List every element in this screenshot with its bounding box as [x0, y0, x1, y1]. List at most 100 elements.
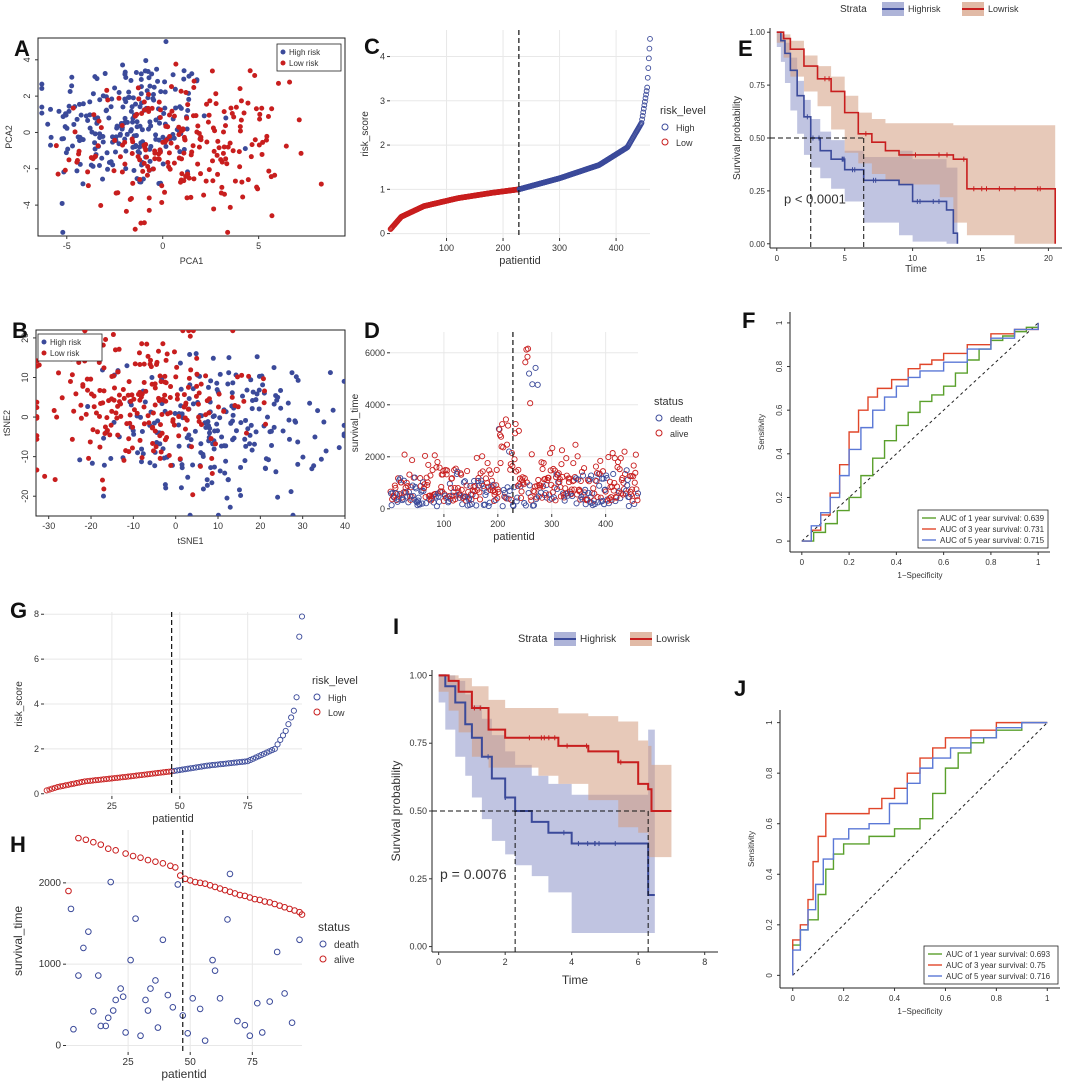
data-point-low [171, 113, 177, 119]
data-point-high [181, 146, 187, 152]
y-tick-label: 0.6 [765, 818, 774, 830]
data-point-high [207, 426, 213, 432]
x-tick-label: 75 [243, 801, 253, 811]
data-point-high [108, 159, 114, 165]
legend: High risk Low risk [37, 333, 103, 362]
y-tick-label: 0.75 [749, 81, 765, 90]
data-point-alive [517, 494, 525, 501]
data-point-low [178, 177, 184, 183]
data-point-low [145, 353, 151, 359]
data-point-death [388, 502, 395, 509]
data-point-death [603, 475, 610, 482]
data-point-high [639, 113, 646, 119]
data-point-low [145, 105, 151, 111]
x-tick-label: 0 [160, 241, 165, 251]
data-point-high [295, 439, 301, 445]
panel-label-I: I [393, 614, 399, 639]
data-point-high [139, 127, 145, 133]
data-point-low [78, 415, 84, 421]
data-point-low [109, 373, 115, 379]
data-point-low [168, 84, 174, 90]
data-point-alive [496, 426, 503, 433]
data-point-death [550, 494, 557, 501]
data-point-high [186, 73, 192, 79]
data-point-low [126, 449, 132, 455]
data-point-low [174, 364, 180, 370]
data-point-high [147, 119, 153, 125]
data-point-low [222, 123, 228, 129]
p-value-annotation: p < 0.0001 [784, 192, 846, 207]
data-point-high [74, 116, 80, 122]
x-tick-label: 200 [490, 519, 505, 529]
data-point-high [184, 126, 190, 132]
data-point-low [87, 439, 93, 445]
data-point-high [122, 71, 128, 77]
x-tick-label: 5 [256, 241, 261, 251]
data-point-death [67, 905, 75, 913]
data-point-low [59, 395, 65, 401]
x-tick-label: 20 [255, 521, 265, 531]
data-point-low [122, 161, 128, 167]
data-point-high [140, 176, 146, 182]
x-tick-label: 10 [213, 521, 223, 531]
data-point-alive [484, 460, 491, 467]
data-point-high [179, 462, 185, 468]
data-point-high [62, 124, 68, 130]
data-point-death [513, 498, 520, 505]
x-axis-label: PCA1 [180, 256, 204, 266]
data-point-high [226, 370, 232, 376]
data-point-low [183, 89, 189, 95]
legend-item: AUC of 1 year survival: 0.639 [940, 514, 1045, 523]
data-point-low [51, 784, 58, 791]
roc-curve-3-year [792, 721, 1048, 976]
y-axis-label: Survival probability [732, 96, 743, 180]
data-point-high [152, 463, 158, 469]
data-point-high [227, 504, 233, 510]
data-point-low [88, 155, 94, 161]
y-axis-label: Survival probability [389, 761, 403, 862]
data-point-low [266, 168, 272, 174]
data-point-high [250, 389, 256, 395]
data-point-low [248, 154, 254, 160]
data-point-high [223, 458, 229, 464]
data-point-low [156, 156, 162, 162]
data-point-low [149, 105, 155, 111]
data-point-death [258, 1029, 266, 1036]
data-point-low [225, 229, 231, 235]
data-point-death [70, 1025, 77, 1033]
data-point-high [138, 459, 144, 465]
data-point-high [131, 167, 137, 173]
data-point-low [102, 430, 108, 436]
data-point-high [211, 446, 217, 452]
data-point-low [215, 404, 221, 410]
data-point-high [172, 410, 178, 416]
data-point-high [217, 468, 223, 474]
data-point-alive [552, 497, 559, 504]
data-point-low [97, 387, 103, 393]
data-point-alive [129, 852, 137, 860]
data-point-high [209, 480, 215, 486]
y-tick-label: 1 [765, 720, 774, 725]
data-point-low [105, 97, 111, 103]
data-point-low [174, 144, 180, 150]
x-tick-label: 0 [791, 994, 796, 1003]
data-point-high [48, 142, 54, 148]
data-point-low [71, 408, 77, 414]
data-point-high [67, 88, 73, 94]
data-point-low [151, 448, 157, 454]
data-point-high [223, 443, 229, 449]
data-point-alive [527, 493, 534, 501]
x-tick-label: 1 [1045, 994, 1050, 1003]
data-point-low [144, 154, 150, 160]
data-point-low [191, 176, 197, 182]
data-point-low [36, 467, 40, 473]
data-point-death [490, 481, 497, 488]
panel-F: 0 0.2 0.4 0.6 0.8 1 0 0.2 0.4 0.6 0.8 1 1−Specificit… [757, 312, 1050, 580]
panel-A: -5 0 5 -4 -2 0 2 4 PCA1 PCA2 High risk Low risk [4, 37, 346, 266]
data-point-high [210, 355, 216, 361]
data-point-death [586, 476, 593, 483]
data-point-high [101, 462, 107, 468]
data-point-high [109, 96, 115, 102]
data-point-low [126, 436, 132, 442]
x-tick-label: 100 [439, 243, 454, 253]
